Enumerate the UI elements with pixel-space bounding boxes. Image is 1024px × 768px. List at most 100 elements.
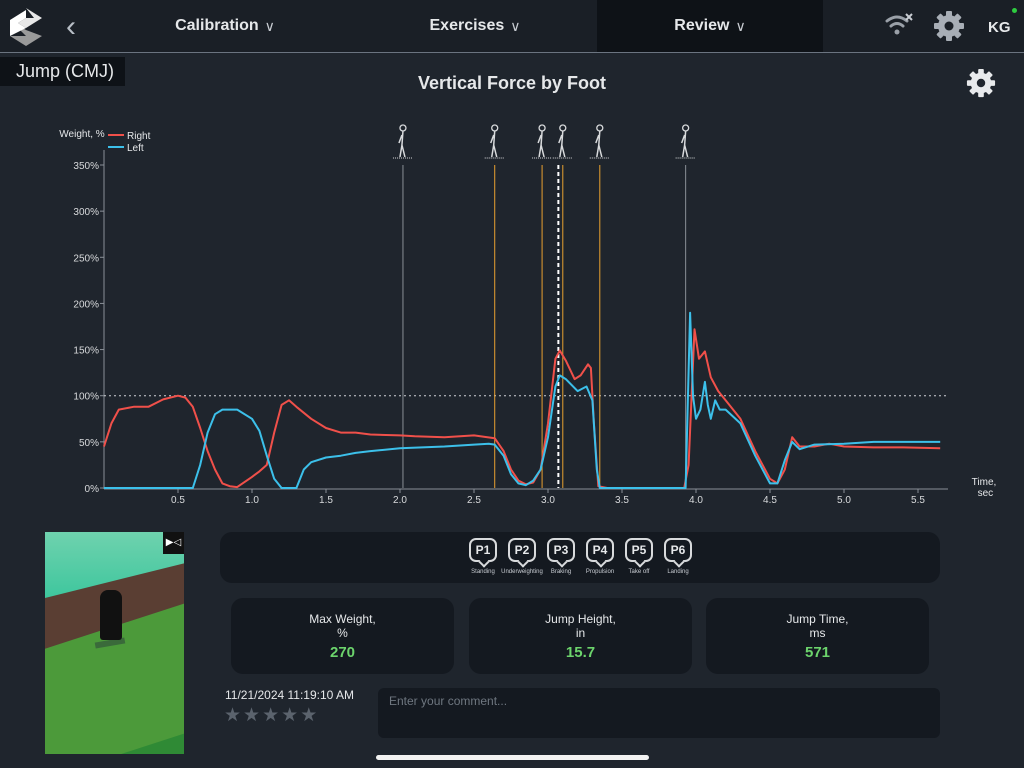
phase-label: Take off — [628, 569, 650, 575]
phase-label: Landing — [667, 569, 689, 575]
chevron-down-icon: ∨ — [264, 17, 275, 34]
chevron-down-icon: ∨ — [735, 17, 746, 34]
series-line-left — [104, 311, 941, 489]
y-tick-label: 250% — [73, 253, 99, 264]
phase-badge: P4 — [586, 538, 614, 562]
y-tick-label: 350% — [73, 161, 99, 172]
metric-value: 571 — [804, 644, 831, 661]
x-tick-label: 4.0 — [689, 495, 703, 506]
wifi-off-icon[interactable] — [884, 12, 914, 38]
phase-badge: P1 — [469, 538, 497, 562]
metric-label: Jump Time, — [786, 612, 849, 626]
underweighting-figure-icon — [484, 124, 505, 159]
comment-input[interactable] — [378, 688, 940, 738]
phase-p4[interactable]: P4 Propulsion — [585, 538, 615, 575]
home-indicator[interactable] — [376, 755, 649, 760]
x-tick-label: 0.5 — [171, 495, 185, 506]
phase-badge: P6 — [664, 538, 692, 562]
phase-label: Propulsion — [585, 569, 615, 575]
metric-jump-time: Jump Time, ms 571 — [706, 598, 929, 674]
figure-body — [537, 130, 545, 158]
metric-unit: % — [337, 626, 348, 640]
figure-body — [398, 130, 406, 158]
legend-label: Left — [127, 143, 144, 154]
timestamp: 11/21/2024 11:19:10 AM — [225, 688, 354, 702]
phase-p1[interactable]: P1 Standing — [468, 538, 498, 575]
tab-exercises[interactable]: Exercises ∨ — [370, 0, 580, 52]
phase-label: Standing — [471, 569, 495, 575]
star-rating[interactable]: ★★★★★ — [224, 704, 319, 727]
figure-body — [490, 130, 498, 158]
metric-value: 270 — [329, 644, 356, 661]
x-tick-label: 5.5 — [911, 495, 925, 506]
star-icon[interactable]: ★ — [300, 705, 320, 726]
top-nav-bar: ‹ Calibration ∨ Exercises ∨ Review ∨ KG — [0, 0, 1024, 53]
user-avatar[interactable]: KG — [988, 19, 1011, 36]
phase-badge: P5 — [625, 538, 653, 562]
figure-head — [538, 124, 546, 132]
star-icon[interactable]: ★ — [262, 705, 282, 726]
x-tick-label: 1.0 — [245, 495, 259, 506]
tab-label: Review — [674, 17, 730, 34]
y-tick-label: 150% — [73, 346, 99, 357]
tab-label: Calibration — [175, 17, 259, 34]
figure-body — [595, 130, 603, 158]
phase-panel — [220, 532, 940, 583]
y-tick-label: 50% — [79, 438, 99, 449]
legend-label: Right — [127, 131, 151, 142]
star-icon[interactable]: ★ — [281, 705, 301, 726]
video-thumbnail[interactable]: ▶◁ — [45, 532, 184, 754]
metric-jump-height: Jump Height, in 15.7 — [469, 598, 692, 674]
x-tick-label: 2.0 — [393, 495, 407, 506]
phase-p5[interactable]: P5 Take off — [624, 538, 654, 575]
figure-body — [558, 130, 566, 158]
settings-gear-icon[interactable] — [933, 10, 965, 42]
figure-head — [491, 124, 499, 132]
chart-title: Vertical Force by Foot — [417, 73, 607, 93]
photo-athlete — [100, 590, 122, 640]
tab-review[interactable]: Review ∨ — [597, 0, 823, 52]
x-axis-label: Time, sec — [972, 477, 997, 499]
standing-figure-icon — [392, 124, 413, 159]
landing-figure-icon — [675, 124, 696, 159]
tab-calibration[interactable]: Calibration ∨ — [120, 0, 330, 52]
metric-label: Jump Height, — [545, 612, 616, 626]
x-tick-label: 3.0 — [541, 495, 555, 506]
star-icon[interactable]: ★ — [224, 705, 244, 726]
x-tick-label: 5.0 — [837, 495, 851, 506]
take-off-figure-icon — [589, 124, 610, 159]
status-dot — [1012, 8, 1017, 13]
mirror-toggle-icon[interactable]: ▶◁ — [163, 532, 184, 554]
x-tick-label: 4.5 — [763, 495, 777, 506]
phase-label: Braking — [550, 569, 572, 575]
y-tick-label: 300% — [73, 207, 99, 218]
figure-head — [399, 124, 407, 132]
phase-p2[interactable]: P2 Underweighting — [501, 538, 543, 575]
y-tick-label: 200% — [73, 299, 99, 310]
x-tick-label: 1.5 — [319, 495, 333, 506]
metric-unit: in — [575, 626, 586, 640]
phase-p3[interactable]: P3 Braking — [546, 538, 576, 575]
y-tick-label: 0% — [85, 484, 100, 495]
figure-head — [681, 124, 690, 132]
phase-badge: P3 — [547, 538, 575, 562]
figure-body — [680, 130, 689, 158]
phase-label: Underweighting — [501, 569, 543, 575]
metric-value: 15.7 — [565, 644, 596, 661]
figure-head — [596, 124, 604, 132]
y-tick-label: 100% — [73, 392, 99, 403]
phase-p6[interactable]: P6 Landing — [663, 538, 693, 575]
chart-settings-gear-icon[interactable] — [966, 68, 996, 98]
braking-figure-icon — [532, 124, 553, 159]
app-logo — [10, 8, 42, 46]
metric-max-weight: Max Weight,% 270 — [231, 598, 454, 674]
star-icon[interactable]: ★ — [243, 705, 263, 726]
phase-badge: P2 — [508, 538, 536, 562]
back-chevron-icon[interactable]: ‹ — [66, 10, 76, 43]
propulsion-figure-icon — [552, 124, 573, 159]
tab-label: Exercises — [429, 17, 505, 34]
chevron-down-icon: ∨ — [510, 17, 521, 34]
figure-head — [559, 124, 567, 132]
